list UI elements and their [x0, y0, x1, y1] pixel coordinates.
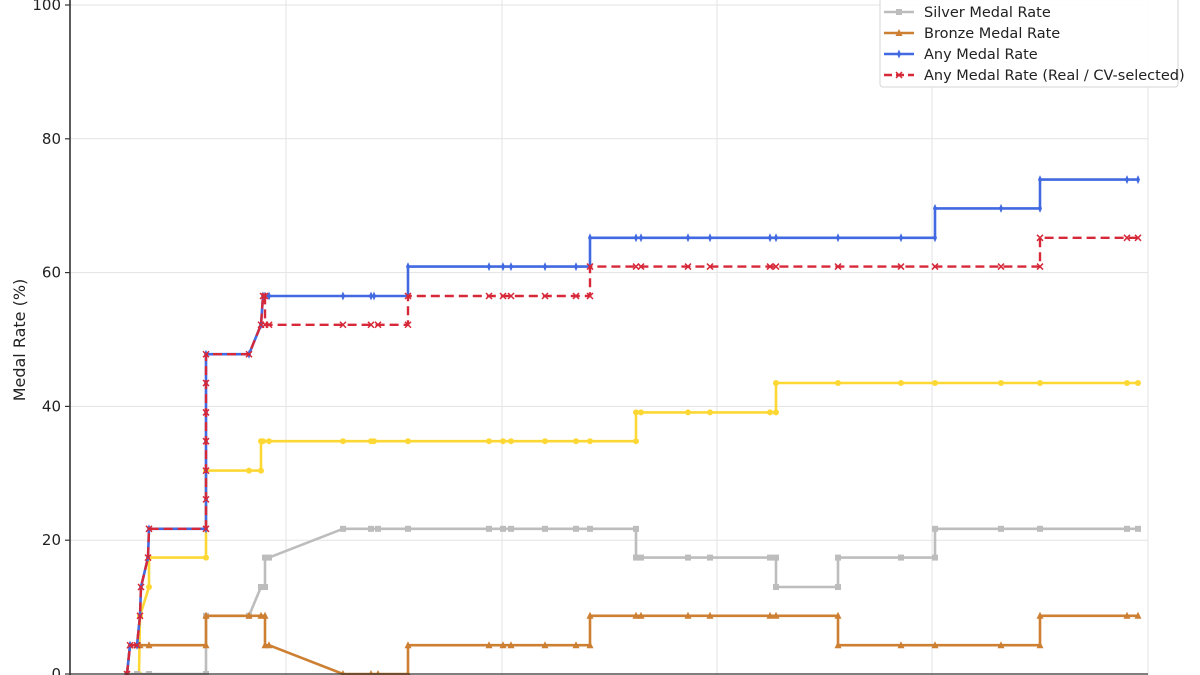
series-bronze-medal-rate — [124, 611, 1142, 675]
axes — [65, 0, 1148, 675]
legend-label: Any Medal Rate (Real / CV-selected) — [924, 68, 1185, 84]
legend: Silver Medal Rate Bronze Medal Rate Any Me… — [879, 0, 1185, 88]
series-lines — [123, 175, 1142, 675]
legend-item: Any Medal Rate (Real / CV-selected) — [884, 68, 1185, 84]
legend-item: Any Medal Rate — [884, 47, 1038, 63]
legend-label: Any Medal Rate — [924, 47, 1038, 63]
y-tick-label: 100 — [32, 0, 61, 14]
y-tick-labels: 0 20 40 60 80 100 — [32, 0, 61, 675]
series-silver-medal-rate — [124, 525, 1141, 675]
y-tick-label: 60 — [42, 264, 61, 282]
y-axis-label: Medal Rate (%) — [10, 279, 29, 402]
series-any-medal-rate-real-cv-selected — [123, 234, 1142, 675]
grid-lines — [70, 0, 1149, 675]
legend-label: Silver Medal Rate — [924, 5, 1051, 21]
series-any-medal-rate — [125, 175, 1140, 675]
y-tick-label: 40 — [42, 397, 61, 415]
legend-label: Bronze Medal Rate — [924, 26, 1060, 42]
y-tick-label: 0 — [51, 665, 61, 675]
legend-item: Bronze Medal Rate — [884, 26, 1060, 42]
y-tick-label: 80 — [42, 130, 61, 148]
y-tick-label: 20 — [42, 531, 61, 549]
legend-item: Silver Medal Rate — [884, 5, 1051, 21]
